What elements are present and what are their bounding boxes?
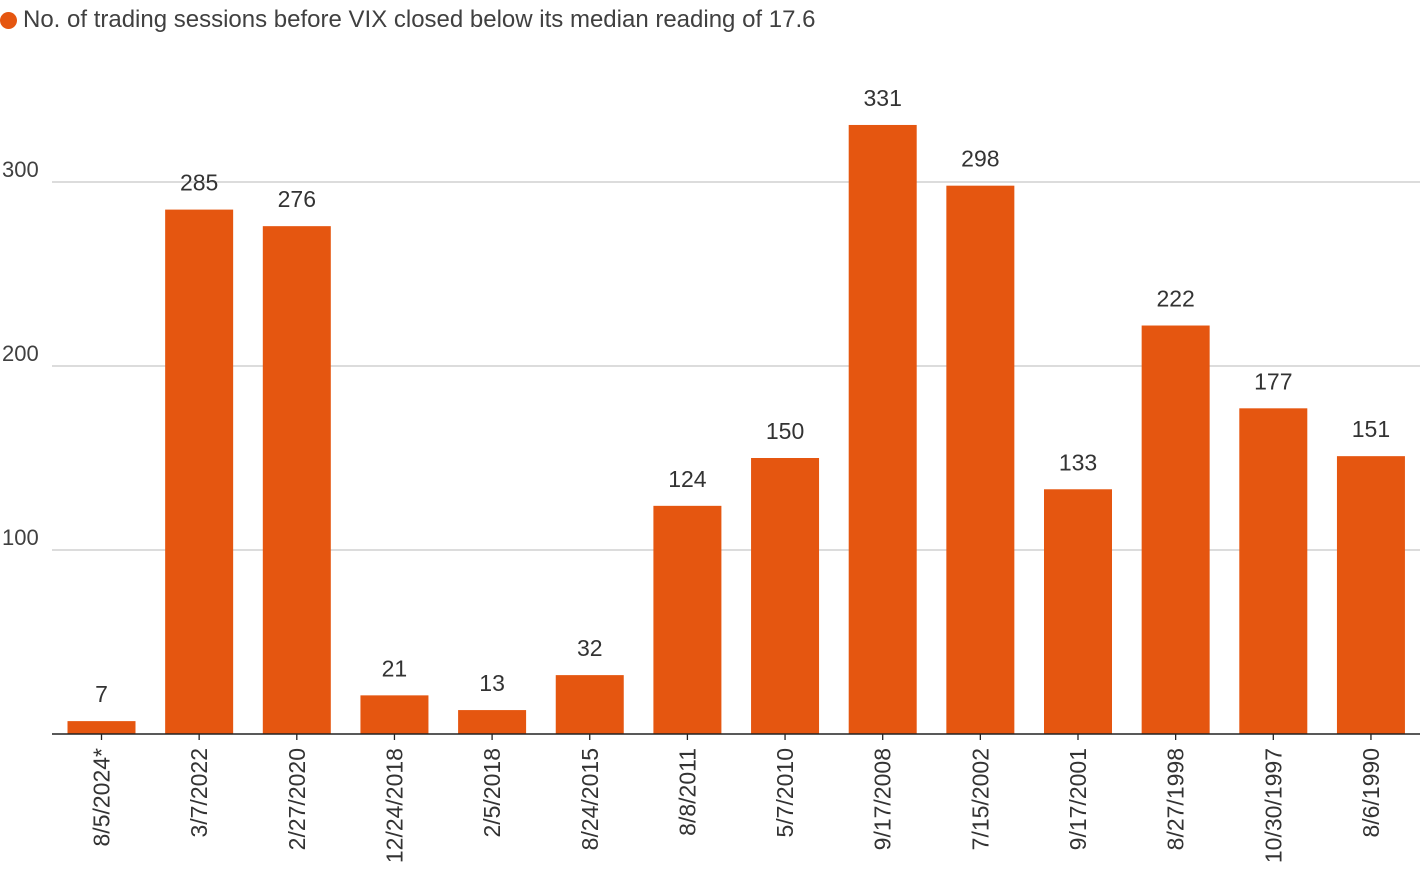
x-tick-label-11: 8/27/1998 bbox=[1163, 748, 1189, 850]
x-tick-label-1: 3/7/2022 bbox=[186, 748, 212, 838]
bar-10 bbox=[1044, 489, 1112, 734]
data-label-7: 150 bbox=[766, 418, 804, 444]
y-tick-label-100: 100 bbox=[2, 525, 39, 550]
x-tick-label-13: 8/6/1990 bbox=[1358, 748, 1384, 838]
data-label-10: 133 bbox=[1059, 449, 1097, 475]
data-label-11: 222 bbox=[1156, 286, 1194, 312]
data-label-3: 21 bbox=[382, 655, 408, 681]
x-tick-label-3: 12/24/2018 bbox=[381, 748, 407, 863]
data-label-4: 13 bbox=[479, 670, 505, 696]
legend-swatch bbox=[0, 11, 17, 29]
data-label-0: 7 bbox=[95, 681, 108, 707]
bar-3 bbox=[360, 695, 429, 734]
axes bbox=[52, 733, 1420, 740]
bar-7 bbox=[751, 458, 820, 734]
x-tick-label-4: 2/5/2018 bbox=[479, 748, 505, 838]
data-label-1: 285 bbox=[180, 170, 218, 196]
x-tick-label-0: 8/5/2024* bbox=[89, 748, 115, 847]
bar-13 bbox=[1336, 456, 1405, 734]
bar-12 bbox=[1239, 408, 1308, 734]
data-label-12: 177 bbox=[1254, 368, 1292, 394]
x-tick-label-2: 2/27/2020 bbox=[284, 748, 310, 850]
x-tick-label-7: 5/7/2010 bbox=[772, 748, 798, 838]
x-tick-label-5: 8/24/2015 bbox=[577, 748, 603, 850]
bar-4 bbox=[458, 710, 527, 734]
bar-2 bbox=[262, 226, 331, 734]
data-label-9: 298 bbox=[961, 146, 999, 172]
bar-11 bbox=[1141, 325, 1210, 734]
data-label-6: 124 bbox=[668, 466, 707, 492]
x-tick-label-9: 7/15/2002 bbox=[967, 748, 993, 850]
data-label-13: 151 bbox=[1352, 416, 1390, 442]
bar-0 bbox=[67, 721, 136, 734]
legend-label: No. of trading sessions before VIX close… bbox=[23, 6, 816, 33]
y-tick-label-200: 200 bbox=[2, 341, 39, 366]
bar-1 bbox=[165, 209, 234, 735]
y-tick-label-300: 300 bbox=[2, 157, 39, 182]
data-label-5: 32 bbox=[577, 635, 603, 661]
bar-6 bbox=[653, 505, 722, 734]
x-tick-label-10: 9/17/2001 bbox=[1065, 748, 1091, 850]
bar-8 bbox=[848, 124, 917, 734]
data-label-2: 276 bbox=[278, 186, 316, 212]
data-label-8: 331 bbox=[864, 85, 902, 111]
x-tick-label-6: 8/8/2011 bbox=[674, 748, 700, 836]
bar-9 bbox=[946, 185, 1015, 734]
bars bbox=[67, 124, 1405, 735]
bar-5 bbox=[555, 675, 624, 734]
chart-legend: No. of trading sessions before VIX close… bbox=[0, 4, 815, 36]
labels: 7 8/5/2024* 285 3/7/2022 276 2/27/2020 21 12/24… bbox=[89, 85, 1391, 863]
x-tick-label-8: 9/17/2008 bbox=[870, 748, 896, 850]
x-tick-label-12: 10/30/1997 bbox=[1260, 748, 1286, 863]
